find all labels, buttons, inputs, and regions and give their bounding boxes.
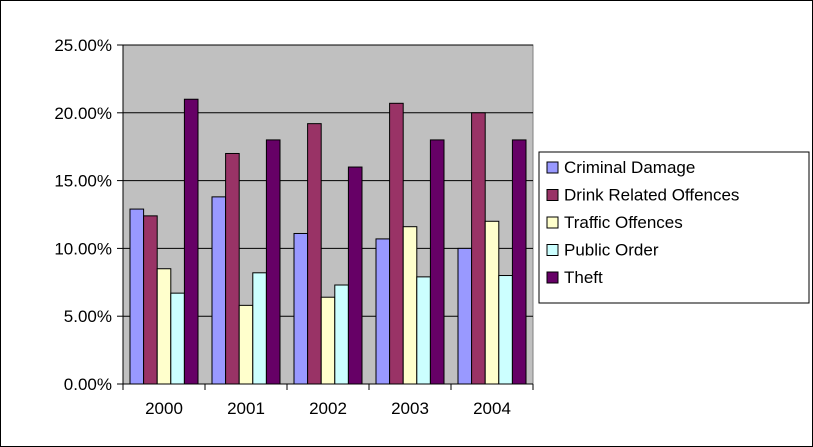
legend-label: Traffic Offences — [564, 213, 683, 232]
x-tick-label: 2003 — [391, 399, 429, 418]
bar-theft-2002 — [347, 166, 363, 385]
legend-label: Criminal Damage — [564, 158, 695, 177]
legend-swatch — [546, 189, 559, 201]
legend-label: Public Order — [564, 241, 659, 260]
bar-traffic-offences-2004 — [484, 220, 500, 385]
bars — [129, 98, 527, 385]
x-tick-label: 2002 — [309, 399, 347, 418]
bar-traffic-offences-2000 — [156, 268, 172, 385]
bar-criminal-damage-2000 — [129, 208, 145, 385]
bar-traffic-offences-2001 — [238, 304, 254, 385]
bar-criminal-damage-2003 — [375, 238, 391, 385]
legend-swatch — [546, 271, 559, 284]
bar-theft-2001 — [265, 139, 281, 385]
bar-drink-related-offences-2003 — [389, 102, 404, 385]
x-axis-ticks: 2000 2001 2002 2003 2004 — [122, 384, 534, 418]
legend: Criminal Damage Drink Related Offences Tra… — [538, 151, 810, 304]
x-tick-label: 2000 — [145, 399, 183, 418]
legend-label: Drink Related Offences — [564, 186, 739, 205]
y-tick-label: 5.00% — [64, 307, 112, 326]
bar-traffic-offences-2002 — [320, 296, 336, 385]
bar-public-order-2002 — [334, 284, 349, 385]
bar-public-order-2000 — [170, 292, 185, 385]
bar-criminal-damage-2001 — [211, 196, 227, 385]
bar-drink-related-offences-2001 — [225, 152, 240, 385]
legend-box — [538, 151, 810, 304]
bar-theft-2004 — [511, 139, 527, 385]
y-tick-label: 15.00% — [54, 172, 112, 191]
legend-swatch — [546, 161, 559, 174]
bar-drink-related-offences-2000 — [143, 215, 158, 385]
bar-public-order-2004 — [498, 275, 513, 385]
bar-public-order-2001 — [252, 272, 267, 385]
bar-criminal-damage-2004 — [457, 247, 473, 385]
x-tick-label: 2004 — [473, 399, 511, 418]
bar-drink-related-offences-2004 — [471, 112, 486, 385]
bar-theft-2003 — [429, 139, 445, 385]
y-tick-label: 20.00% — [54, 104, 112, 123]
axes — [122, 45, 533, 385]
y-axis-ticks: 0.00% 5.00% 10.00% 15.00% 20.00% 25.00% — [54, 36, 123, 394]
y-tick-label: 25.00% — [54, 36, 112, 55]
y-tick-label: 0.00% — [64, 375, 112, 394]
bar-theft-2000 — [183, 98, 199, 385]
bar-criminal-damage-2002 — [293, 232, 309, 385]
legend-label: Theft — [564, 268, 603, 287]
legend-swatch — [546, 244, 559, 256]
bar-drink-related-offences-2002 — [307, 123, 322, 385]
y-tick-label: 10.00% — [54, 239, 112, 258]
bar-public-order-2003 — [416, 276, 431, 385]
legend-swatch — [546, 216, 559, 229]
bar-traffic-offences-2003 — [402, 226, 418, 385]
x-tick-label: 2001 — [227, 399, 265, 418]
